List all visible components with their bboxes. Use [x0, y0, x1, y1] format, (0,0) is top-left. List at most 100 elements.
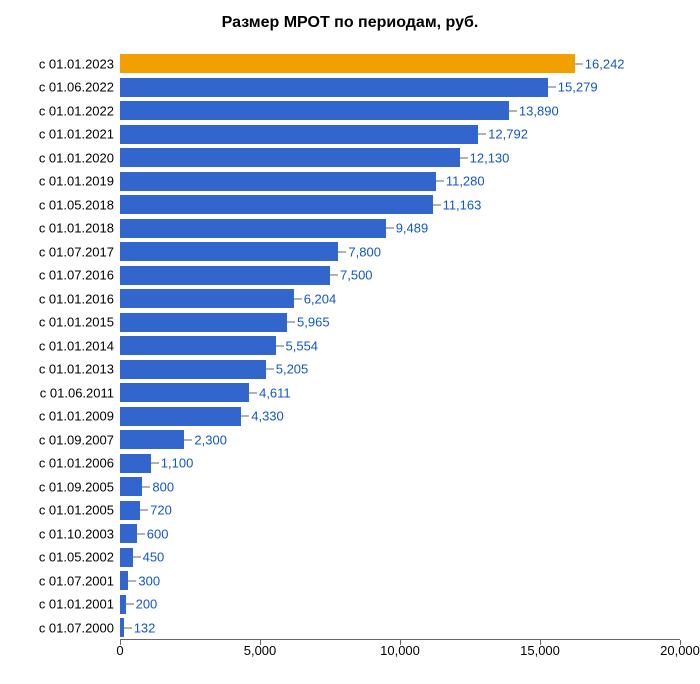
y-axis-label: с 01.01.2009 — [39, 409, 120, 424]
chart-bar — [120, 242, 338, 261]
bar-value-label: 11,163 — [443, 197, 482, 212]
chart-bar — [120, 477, 142, 496]
value-connector — [276, 345, 284, 346]
x-tick-label: 10,000 — [380, 643, 420, 658]
bar-value-label: 2,300 — [194, 432, 227, 447]
x-tick-label: 0 — [116, 643, 123, 658]
bar-value-label: 720 — [150, 503, 172, 518]
bar-value-label: 5,205 — [276, 362, 309, 377]
y-axis-label: с 01.06.2022 — [39, 80, 120, 95]
y-axis-label: с 01.01.2019 — [39, 174, 120, 189]
chart-bar — [120, 219, 386, 238]
bar-value-label: 16,242 — [585, 56, 625, 71]
y-axis-label: с 01.01.2014 — [39, 338, 120, 353]
bar-value-label: 4,330 — [251, 409, 284, 424]
y-axis-label: с 01.01.2023 — [39, 56, 120, 71]
value-connector — [126, 604, 134, 605]
y-axis-label: с 01.09.2005 — [39, 479, 120, 494]
y-axis-label: с 01.01.2022 — [39, 103, 120, 118]
chart-bar — [120, 313, 287, 332]
bar-value-label: 11,280 — [446, 174, 485, 189]
bar-value-label: 4,611 — [259, 385, 291, 400]
value-connector — [548, 87, 556, 88]
bar-value-label: 300 — [138, 573, 160, 588]
bar-value-label: 9,489 — [396, 221, 429, 236]
bar-value-label: 7,800 — [348, 244, 381, 259]
x-tick-label: 20,000 — [660, 643, 700, 658]
bar-value-label: 1,100 — [161, 456, 194, 471]
chart-bar — [120, 524, 137, 543]
value-connector — [294, 298, 302, 299]
bar-value-label: 450 — [143, 550, 165, 565]
value-connector — [184, 439, 192, 440]
y-axis-label: с 01.05.2018 — [39, 197, 120, 212]
y-axis-label: с 01.01.2016 — [39, 291, 120, 306]
bar-value-label: 800 — [152, 479, 174, 494]
bar-value-label: 13,890 — [519, 103, 559, 118]
y-axis-label: с 01.01.2015 — [39, 315, 120, 330]
chart-bar — [120, 78, 548, 97]
chart-bar — [120, 172, 436, 191]
bar-value-label: 6,204 — [304, 291, 337, 306]
chart-bar — [120, 407, 241, 426]
chart-plot: 05,00010,00015,00020,000с 01.01.202316,2… — [120, 50, 680, 640]
y-axis-label: с 01.05.2002 — [39, 550, 120, 565]
chart-bar — [120, 148, 460, 167]
value-connector — [137, 533, 145, 534]
chart-container: Размер МРОТ по периодам, руб. 05,00010,0… — [0, 0, 700, 684]
value-connector — [433, 204, 441, 205]
chart-bar — [120, 501, 140, 520]
chart-bar — [120, 336, 276, 355]
bar-value-label: 600 — [147, 526, 169, 541]
chart-bar — [120, 125, 478, 144]
value-connector — [478, 134, 486, 135]
chart-bar — [120, 430, 184, 449]
y-axis-label: с 01.01.2018 — [39, 221, 120, 236]
value-connector — [140, 510, 148, 511]
y-axis-label: с 01.07.2016 — [39, 268, 120, 283]
bar-value-label: 132 — [134, 620, 156, 635]
bar-value-label: 5,965 — [297, 315, 330, 330]
y-axis-label: с 01.06.2011 — [40, 385, 120, 400]
y-axis-label: с 01.01.2021 — [39, 127, 120, 142]
bar-value-label: 7,500 — [340, 268, 373, 283]
y-axis-label: с 01.09.2007 — [39, 432, 120, 447]
value-connector — [142, 486, 150, 487]
value-connector — [151, 463, 159, 464]
value-connector — [266, 369, 274, 370]
value-connector — [460, 157, 468, 158]
y-axis-label: с 01.01.2001 — [39, 597, 120, 612]
value-connector — [436, 181, 444, 182]
bar-value-label: 12,792 — [488, 127, 528, 142]
chart-bar — [120, 548, 133, 567]
chart-title: Размер МРОТ по периодам, руб. — [0, 14, 700, 32]
chart-bar — [120, 289, 294, 308]
value-connector — [509, 110, 517, 111]
chart-bar — [120, 266, 330, 285]
y-axis-label: с 01.01.2006 — [39, 456, 120, 471]
bar-value-label: 5,554 — [286, 338, 319, 353]
y-axis-label: с 01.10.2003 — [39, 526, 120, 541]
y-axis-label: с 01.07.2001 — [39, 573, 120, 588]
y-axis-label: с 01.01.2020 — [39, 150, 120, 165]
chart-bar — [120, 101, 509, 120]
chart-bar — [120, 360, 266, 379]
x-tick-label: 15,000 — [520, 643, 560, 658]
y-axis-label: с 01.01.2005 — [39, 503, 120, 518]
value-connector — [124, 627, 132, 628]
y-axis-label: с 01.07.2017 — [39, 244, 120, 259]
chart-bar — [120, 195, 433, 214]
value-connector — [241, 416, 249, 417]
value-connector — [287, 322, 295, 323]
bar-value-label: 200 — [136, 597, 158, 612]
chart-bar — [120, 571, 128, 590]
value-connector — [338, 251, 346, 252]
chart-bar — [120, 383, 249, 402]
x-tick-label: 5,000 — [244, 643, 277, 658]
value-connector — [133, 557, 141, 558]
value-connector — [128, 580, 136, 581]
y-axis-label: с 01.01.2013 — [39, 362, 120, 377]
value-connector — [386, 228, 394, 229]
bar-value-label: 12,130 — [470, 150, 510, 165]
y-axis-label: с 01.07.2000 — [39, 620, 120, 635]
